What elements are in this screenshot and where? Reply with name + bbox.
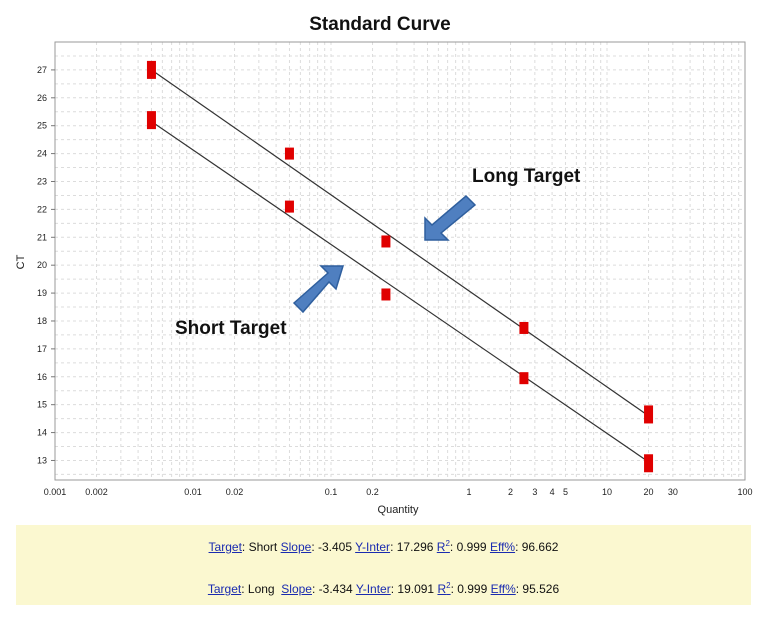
short-target-arrow <box>294 266 343 312</box>
x-tick-label: 1 <box>466 487 471 497</box>
x-tick-label: 0.02 <box>226 487 244 497</box>
data-point <box>381 235 390 247</box>
y-tick-label: 14 <box>37 428 47 438</box>
y-tick-label: 23 <box>37 176 47 186</box>
x-tick-label: 0.2 <box>366 487 379 497</box>
y-tick-label: 22 <box>37 204 47 214</box>
data-point <box>147 111 156 129</box>
x-tick-label: 20 <box>644 487 654 497</box>
x-tick-label: 4 <box>550 487 555 497</box>
slope-link[interactable]: Slope <box>281 540 312 554</box>
slope-value: -3.405 <box>318 540 352 554</box>
fit-line-long <box>151 70 648 416</box>
long-target-arrow <box>425 196 475 240</box>
x-axis-label: Quantity <box>378 504 419 516</box>
stats-row-short: Target: Short Slope: -3.405 Y-Inter: 17.… <box>16 539 751 554</box>
x-tick-label: 0.1 <box>325 487 338 497</box>
y-tick-label: 27 <box>37 65 47 75</box>
y-tick-label: 19 <box>37 288 47 298</box>
slope-link[interactable]: Slope <box>281 582 312 596</box>
x-tick-label: 30 <box>668 487 678 497</box>
x-tick-label: 3 <box>532 487 537 497</box>
y-inter-value: 17.296 <box>397 540 434 554</box>
x-tick-label: 10 <box>602 487 612 497</box>
eff-link[interactable]: Eff% <box>491 582 516 596</box>
x-tick-label: 2 <box>508 487 513 497</box>
plot-area-border <box>55 42 745 480</box>
data-point <box>519 322 528 334</box>
slope-value: -3.434 <box>319 582 353 596</box>
regression-stats-panel: Target: Short Slope: -3.405 Y-Inter: 17.… <box>16 525 751 605</box>
y-tick-label: 20 <box>37 260 47 270</box>
target-link[interactable]: Target <box>208 582 241 596</box>
r2-value: 0.999 <box>457 540 487 554</box>
short-target-annotation: Short Target <box>175 318 287 339</box>
r2-value: 0.999 <box>457 582 487 596</box>
x-tick-label: 0.01 <box>184 487 202 497</box>
y-tick-label: 26 <box>37 93 47 103</box>
grid <box>55 42 745 480</box>
y-tick-labels: 13 14 15 16 17 18 19 20 21 22 23 24 25 26 27 <box>37 65 55 466</box>
eff-value: 96.662 <box>522 540 559 554</box>
long-target-annotation: Long Target <box>472 166 581 187</box>
x-tick-labels: 0.001 0.002 0.01 0.02 0.1 0.2 1 2 3 4 5 10 20 30 100 <box>44 487 753 497</box>
target-value: Long <box>248 582 275 596</box>
data-point <box>285 148 294 160</box>
y-inter-value: 19.091 <box>397 582 434 596</box>
y-tick-label: 13 <box>37 455 47 465</box>
target-link[interactable]: Target <box>209 540 242 554</box>
x-tick-label: 0.001 <box>44 487 67 497</box>
target-value: Short <box>249 540 278 554</box>
y-tick-label: 21 <box>37 232 47 242</box>
r2-link[interactable]: R2 <box>437 582 450 596</box>
r2-link[interactable]: R2 <box>437 540 450 554</box>
data-point <box>644 454 653 472</box>
eff-value: 95.526 <box>522 582 559 596</box>
data-point <box>644 405 653 423</box>
x-tick-label: 100 <box>737 487 752 497</box>
data-point <box>519 372 528 384</box>
data-point <box>147 61 156 79</box>
stats-row-long: Target: Long Slope: -3.434 Y-Inter: 19.0… <box>16 581 751 596</box>
data-point <box>381 288 390 300</box>
series-layer <box>147 61 653 472</box>
y-tick-label: 25 <box>37 121 47 131</box>
chart-title: Standard Curve <box>309 14 450 35</box>
y-inter-link[interactable]: Y-Inter <box>356 582 391 596</box>
data-point <box>285 201 294 213</box>
x-tick-label: 5 <box>563 487 568 497</box>
y-inter-link[interactable]: Y-Inter <box>355 540 390 554</box>
y-tick-label: 24 <box>37 149 47 159</box>
standard-curve-chart: Standard Curve 0.001 0.002 0.01 0.02 0.1 0.2 1… <box>0 0 779 523</box>
x-tick-label: 0.002 <box>85 487 108 497</box>
y-axis-label: CT <box>15 254 27 269</box>
y-tick-label: 15 <box>37 400 47 410</box>
y-tick-label: 18 <box>37 316 47 326</box>
y-tick-label: 17 <box>37 344 47 354</box>
eff-link[interactable]: Eff% <box>490 540 515 554</box>
y-tick-label: 16 <box>37 372 47 382</box>
